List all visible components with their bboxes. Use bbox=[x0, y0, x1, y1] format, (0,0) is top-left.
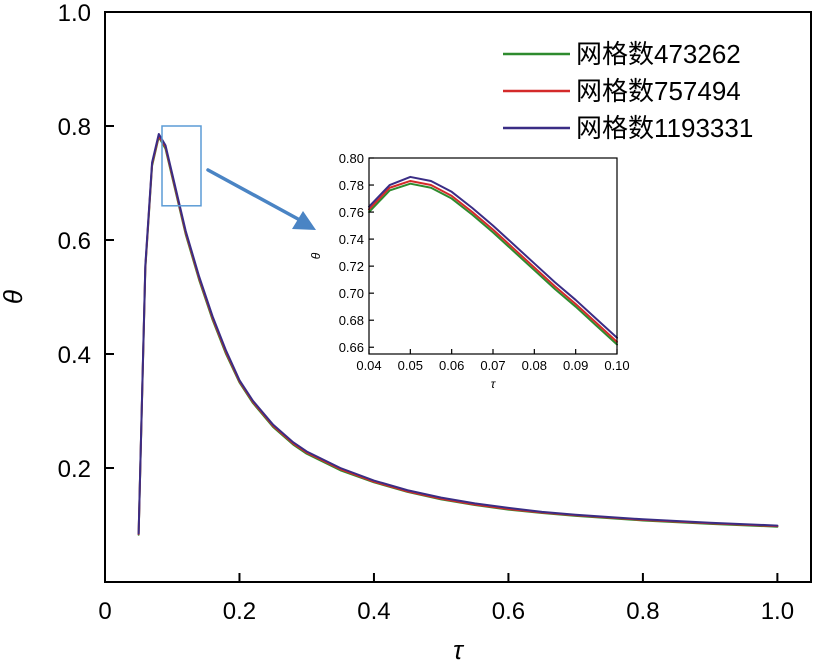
y-tick-label: 0.4 bbox=[58, 342, 91, 369]
legend-label-2: 网格数757494 bbox=[576, 76, 741, 106]
y-tick-label: 0.6 bbox=[58, 228, 91, 255]
y-tick-label: 0.2 bbox=[58, 456, 91, 483]
x-tick-label: 1.0 bbox=[761, 598, 794, 625]
x-tick-label: 0.2 bbox=[223, 598, 256, 625]
inset-x-tick-label: 0.09 bbox=[563, 358, 588, 373]
inset-x-tick-label: 0.04 bbox=[356, 358, 381, 373]
inset-y-tick-label: 0.76 bbox=[339, 205, 364, 220]
inset-y-tick-label: 0.70 bbox=[339, 286, 364, 301]
inset-y-tick-label: 0.66 bbox=[339, 340, 364, 355]
y-tick-label: 1.0 bbox=[58, 0, 91, 27]
inset-y-tick-label: 0.78 bbox=[339, 178, 364, 193]
plot-frame bbox=[104, 11, 812, 583]
inset-y-axis-title: θ bbox=[309, 252, 323, 259]
legend: 网格数473262 网格数757494 网格数1193331 bbox=[503, 39, 753, 143]
inset-x-tick-label: 0.07 bbox=[480, 358, 505, 373]
series-line-3 bbox=[368, 175, 618, 339]
zoom-box bbox=[161, 125, 202, 207]
inset-y-tick-label: 0.80 bbox=[339, 151, 364, 166]
x-tick-label: 0 bbox=[98, 598, 111, 625]
inset-x-tick-label: 0.05 bbox=[398, 358, 423, 373]
series-line-1 bbox=[368, 182, 618, 346]
inset-y-tick-label: 0.74 bbox=[339, 232, 364, 247]
x-tick-label: 0.4 bbox=[357, 598, 390, 625]
x-axis-title: τ bbox=[453, 635, 465, 661]
zoom-arrow-head bbox=[292, 211, 316, 230]
inset-y-tick-label: 0.68 bbox=[339, 313, 364, 328]
x-tick-label: 0.6 bbox=[492, 598, 525, 625]
inset-x-tick-label: 0.06 bbox=[439, 358, 464, 373]
inset-background bbox=[369, 158, 617, 354]
legend-label-3: 网格数1193331 bbox=[576, 113, 753, 143]
series-line-3 bbox=[137, 132, 779, 535]
y-tick-label: 0.8 bbox=[58, 114, 91, 141]
inset-x-tick-label: 0.10 bbox=[604, 358, 629, 373]
inset-y-tick-label: 0.72 bbox=[339, 259, 364, 274]
series-line-2 bbox=[368, 179, 618, 343]
y-axis-title: θ bbox=[0, 290, 28, 304]
legend-label-1: 网格数473262 bbox=[576, 39, 741, 69]
inset-plot: 0.04 0.05 0.06 0.07 0.08 0.09 0.10 0.66 0.68 0.70… bbox=[309, 151, 630, 391]
inset-x-tick-label: 0.08 bbox=[522, 358, 547, 373]
x-tick-label: 0.8 bbox=[626, 598, 659, 625]
inset-x-axis-title: τ bbox=[491, 377, 497, 391]
zoom-arrow-shaft bbox=[206, 168, 300, 221]
